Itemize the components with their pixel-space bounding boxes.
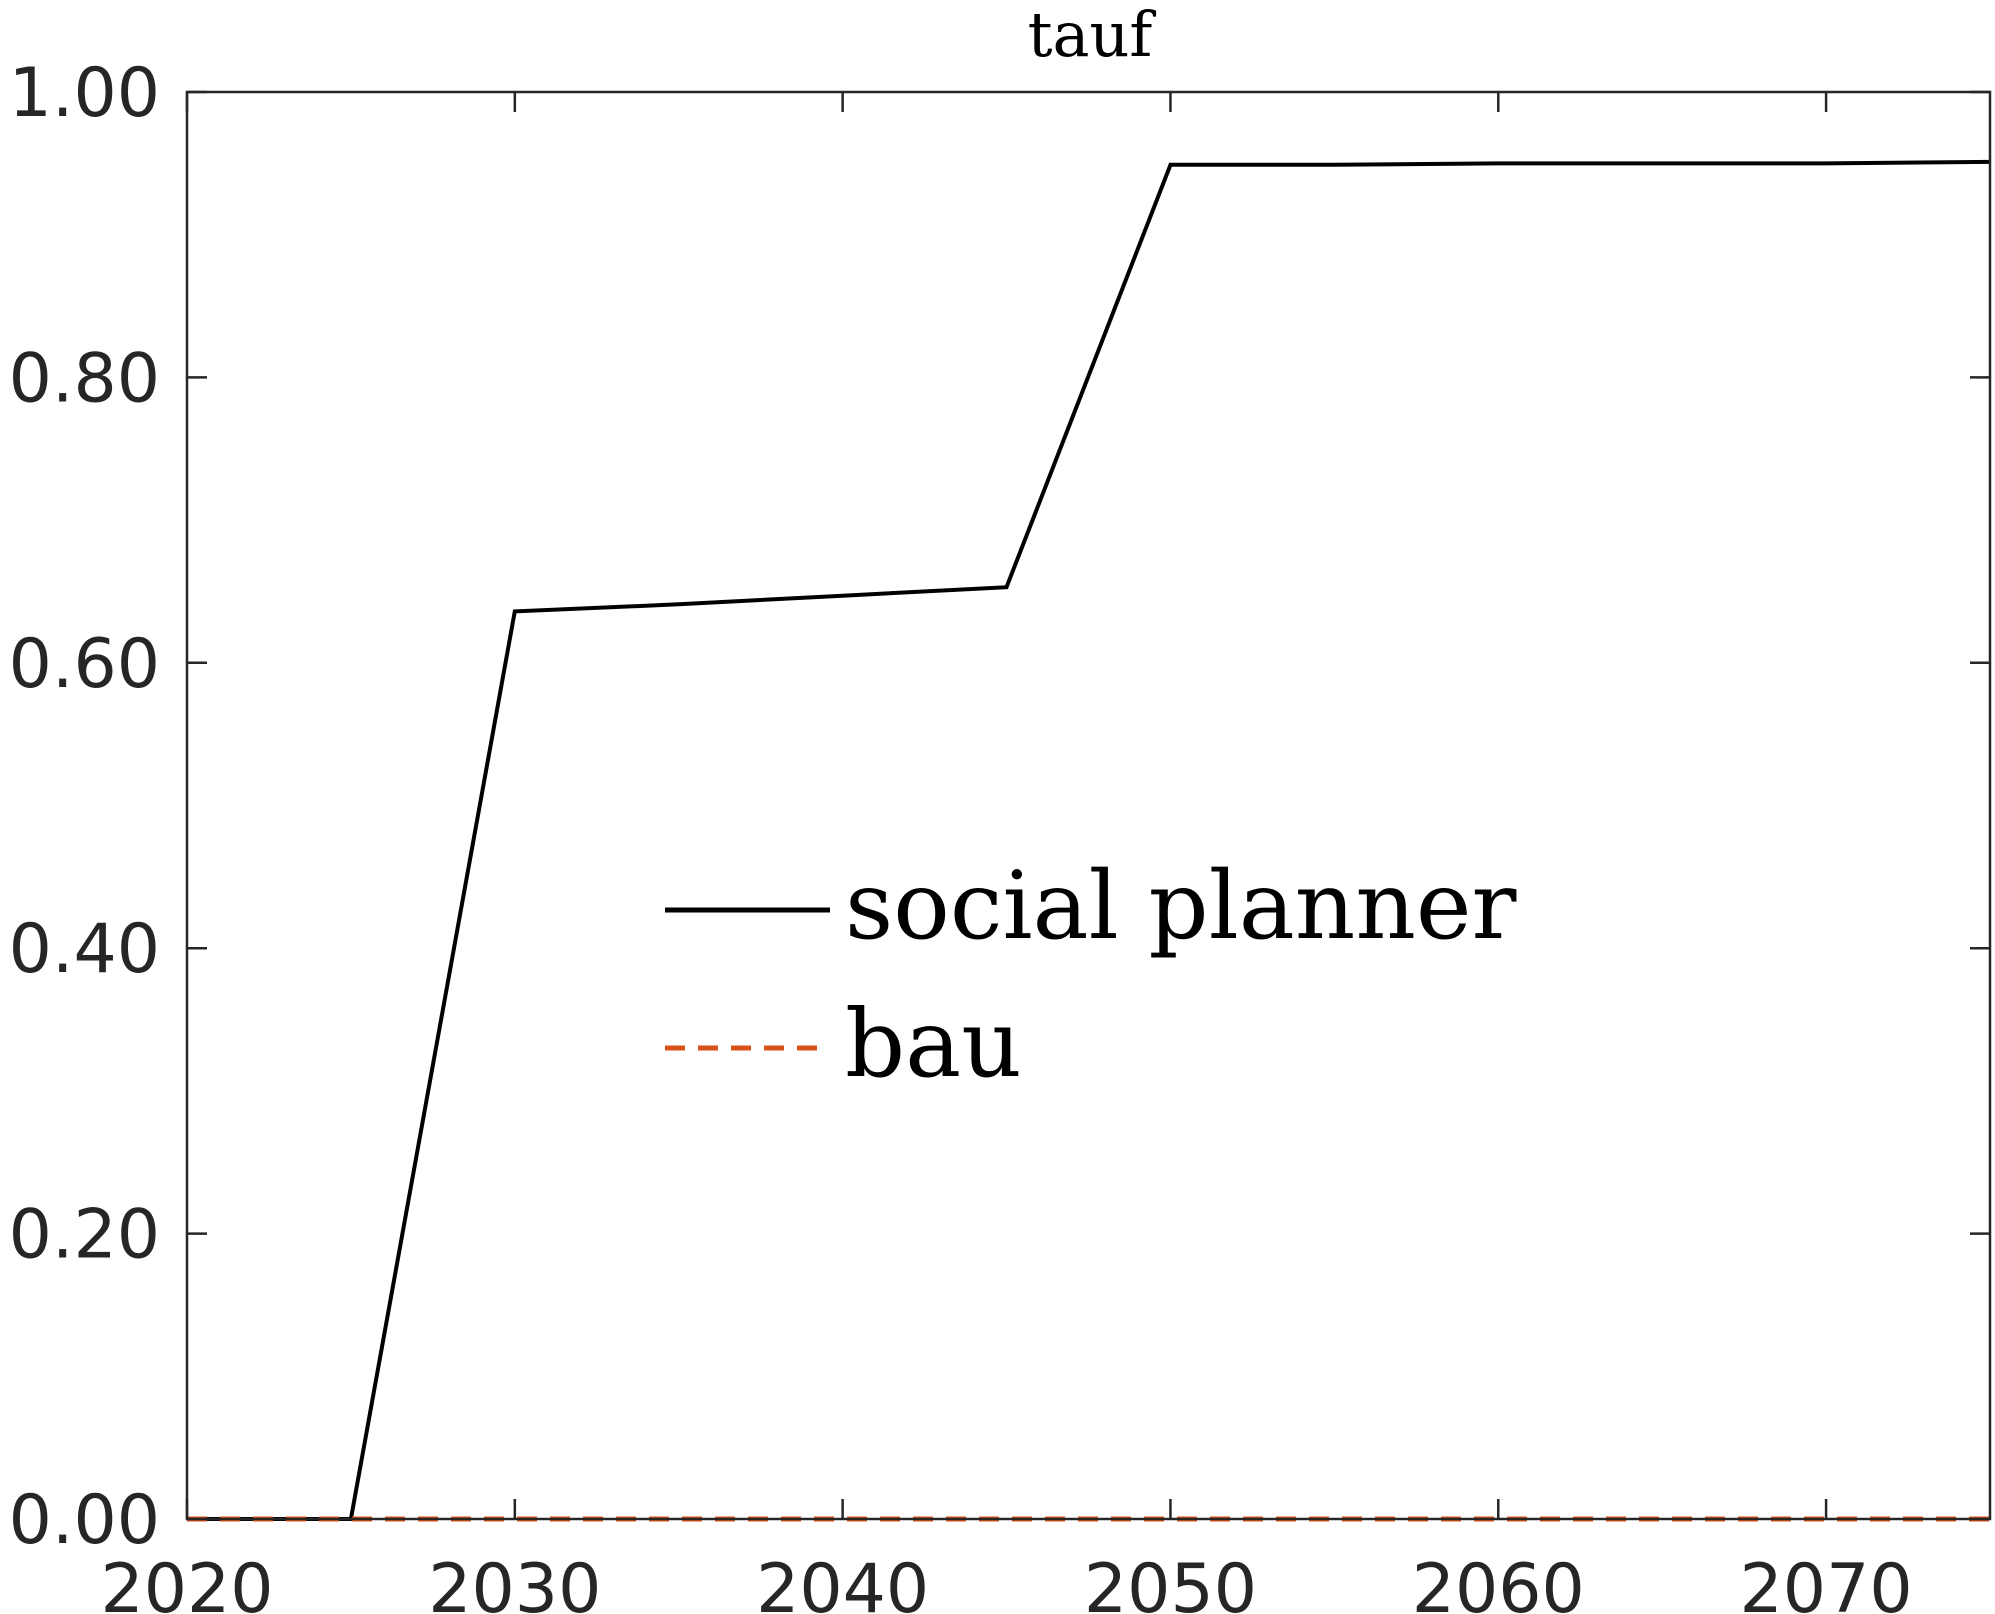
plot-area	[187, 159, 1991, 1522]
series-line-0	[187, 159, 1991, 1521]
legend: social planner bau	[665, 852, 1517, 1099]
x-tick-label: 2060	[1412, 1550, 1585, 1614]
y-tick-label: 0.60	[9, 625, 160, 704]
legend-label-1: bau	[845, 990, 1022, 1099]
x-tick-label: 2020	[100, 1550, 273, 1614]
axes-box	[185, 90, 1992, 1521]
chart-title: tauf	[1028, 0, 1157, 71]
y-tick-label: 0.80	[9, 339, 160, 418]
y-tick-label: 0.40	[9, 910, 160, 989]
axes: 2020 2030 2040 2050 2060 2070 0.00 0.20 0.40 0.60…	[9, 54, 1992, 1614]
legend-label-0: social planner	[845, 852, 1517, 961]
y-tick-label: 1.00	[9, 54, 160, 133]
y-tick-label: 0.00	[9, 1481, 160, 1560]
y-tick-label: 0.20	[9, 1196, 160, 1275]
x-tick-label: 2030	[428, 1550, 601, 1614]
x-tick-label: 2070	[1740, 1550, 1913, 1614]
x-tick-label: 2040	[756, 1550, 929, 1614]
x-tick-label: 2050	[1084, 1550, 1257, 1614]
